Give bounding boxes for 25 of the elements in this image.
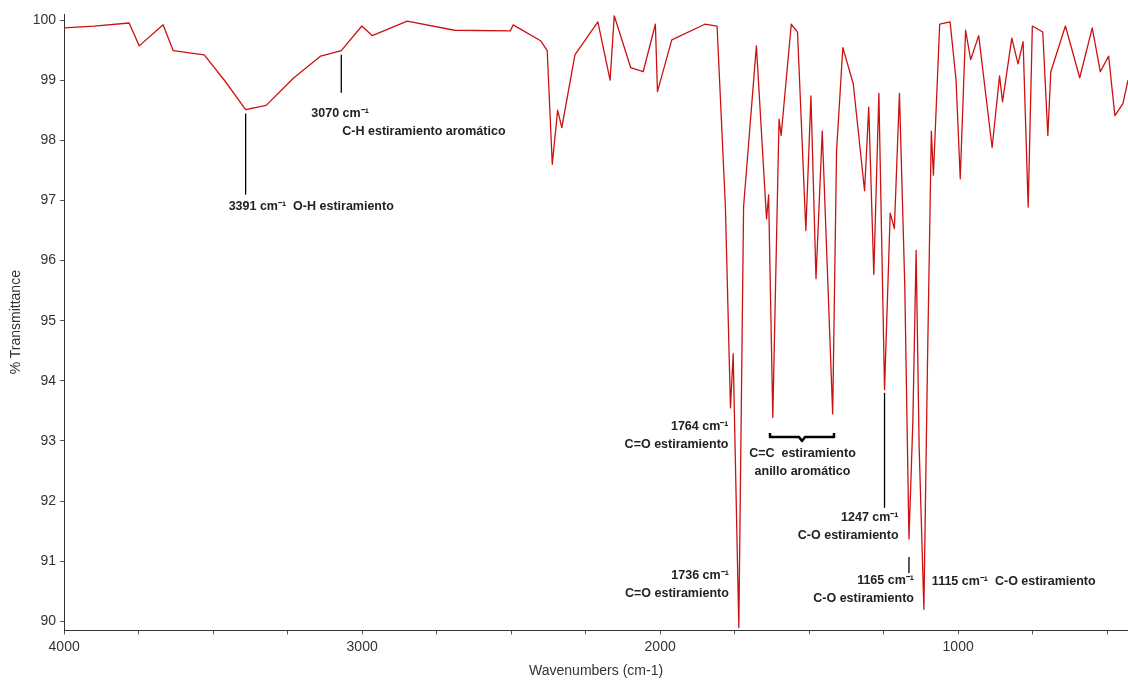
y-tick-label: 100 [32,10,57,27]
x-tick-label: 2000 [644,637,676,654]
y-tick-label: 91 [40,552,57,569]
annotation: 3391 cm⁻¹ O-H estiramiento [228,198,395,213]
x-tick-label: 3000 [346,637,378,654]
y-tick-label: 99 [40,71,57,88]
y-tick-label: 92 [40,491,57,508]
y-tick-label: 90 [40,612,57,629]
y-tick-label: 98 [40,131,57,148]
annotation: 1115 cm⁻¹ C-O estiramiento [931,574,1097,589]
y-tick-label: 94 [40,371,57,388]
x-axis-title: Wavenumbers (cm-1) [529,662,664,679]
y-axis-title: % Transmittance [7,269,24,375]
y-tick-label: 95 [40,311,57,328]
annotation: 1247 cm⁻¹ C-O estiramiento [797,509,899,542]
y-tick-label: 96 [40,251,57,268]
annotation: 1764 cm⁻¹ C=O estiramiento [624,418,729,451]
annotation: 3070 cm⁻¹ C-H estiramiento aromático [311,105,506,138]
x-tick-label: 1000 [942,637,974,654]
annotation: 1736 cm⁻¹ C=O estiramiento [624,568,730,601]
x-tick-label: 4000 [48,637,80,654]
annotation: 1165 cm⁻¹ C-O estiramiento [813,572,915,605]
annotation: C=C estiramiento anillo aromático [749,446,857,479]
y-tick-label: 97 [40,191,57,208]
y-tick-label: 93 [40,431,57,448]
